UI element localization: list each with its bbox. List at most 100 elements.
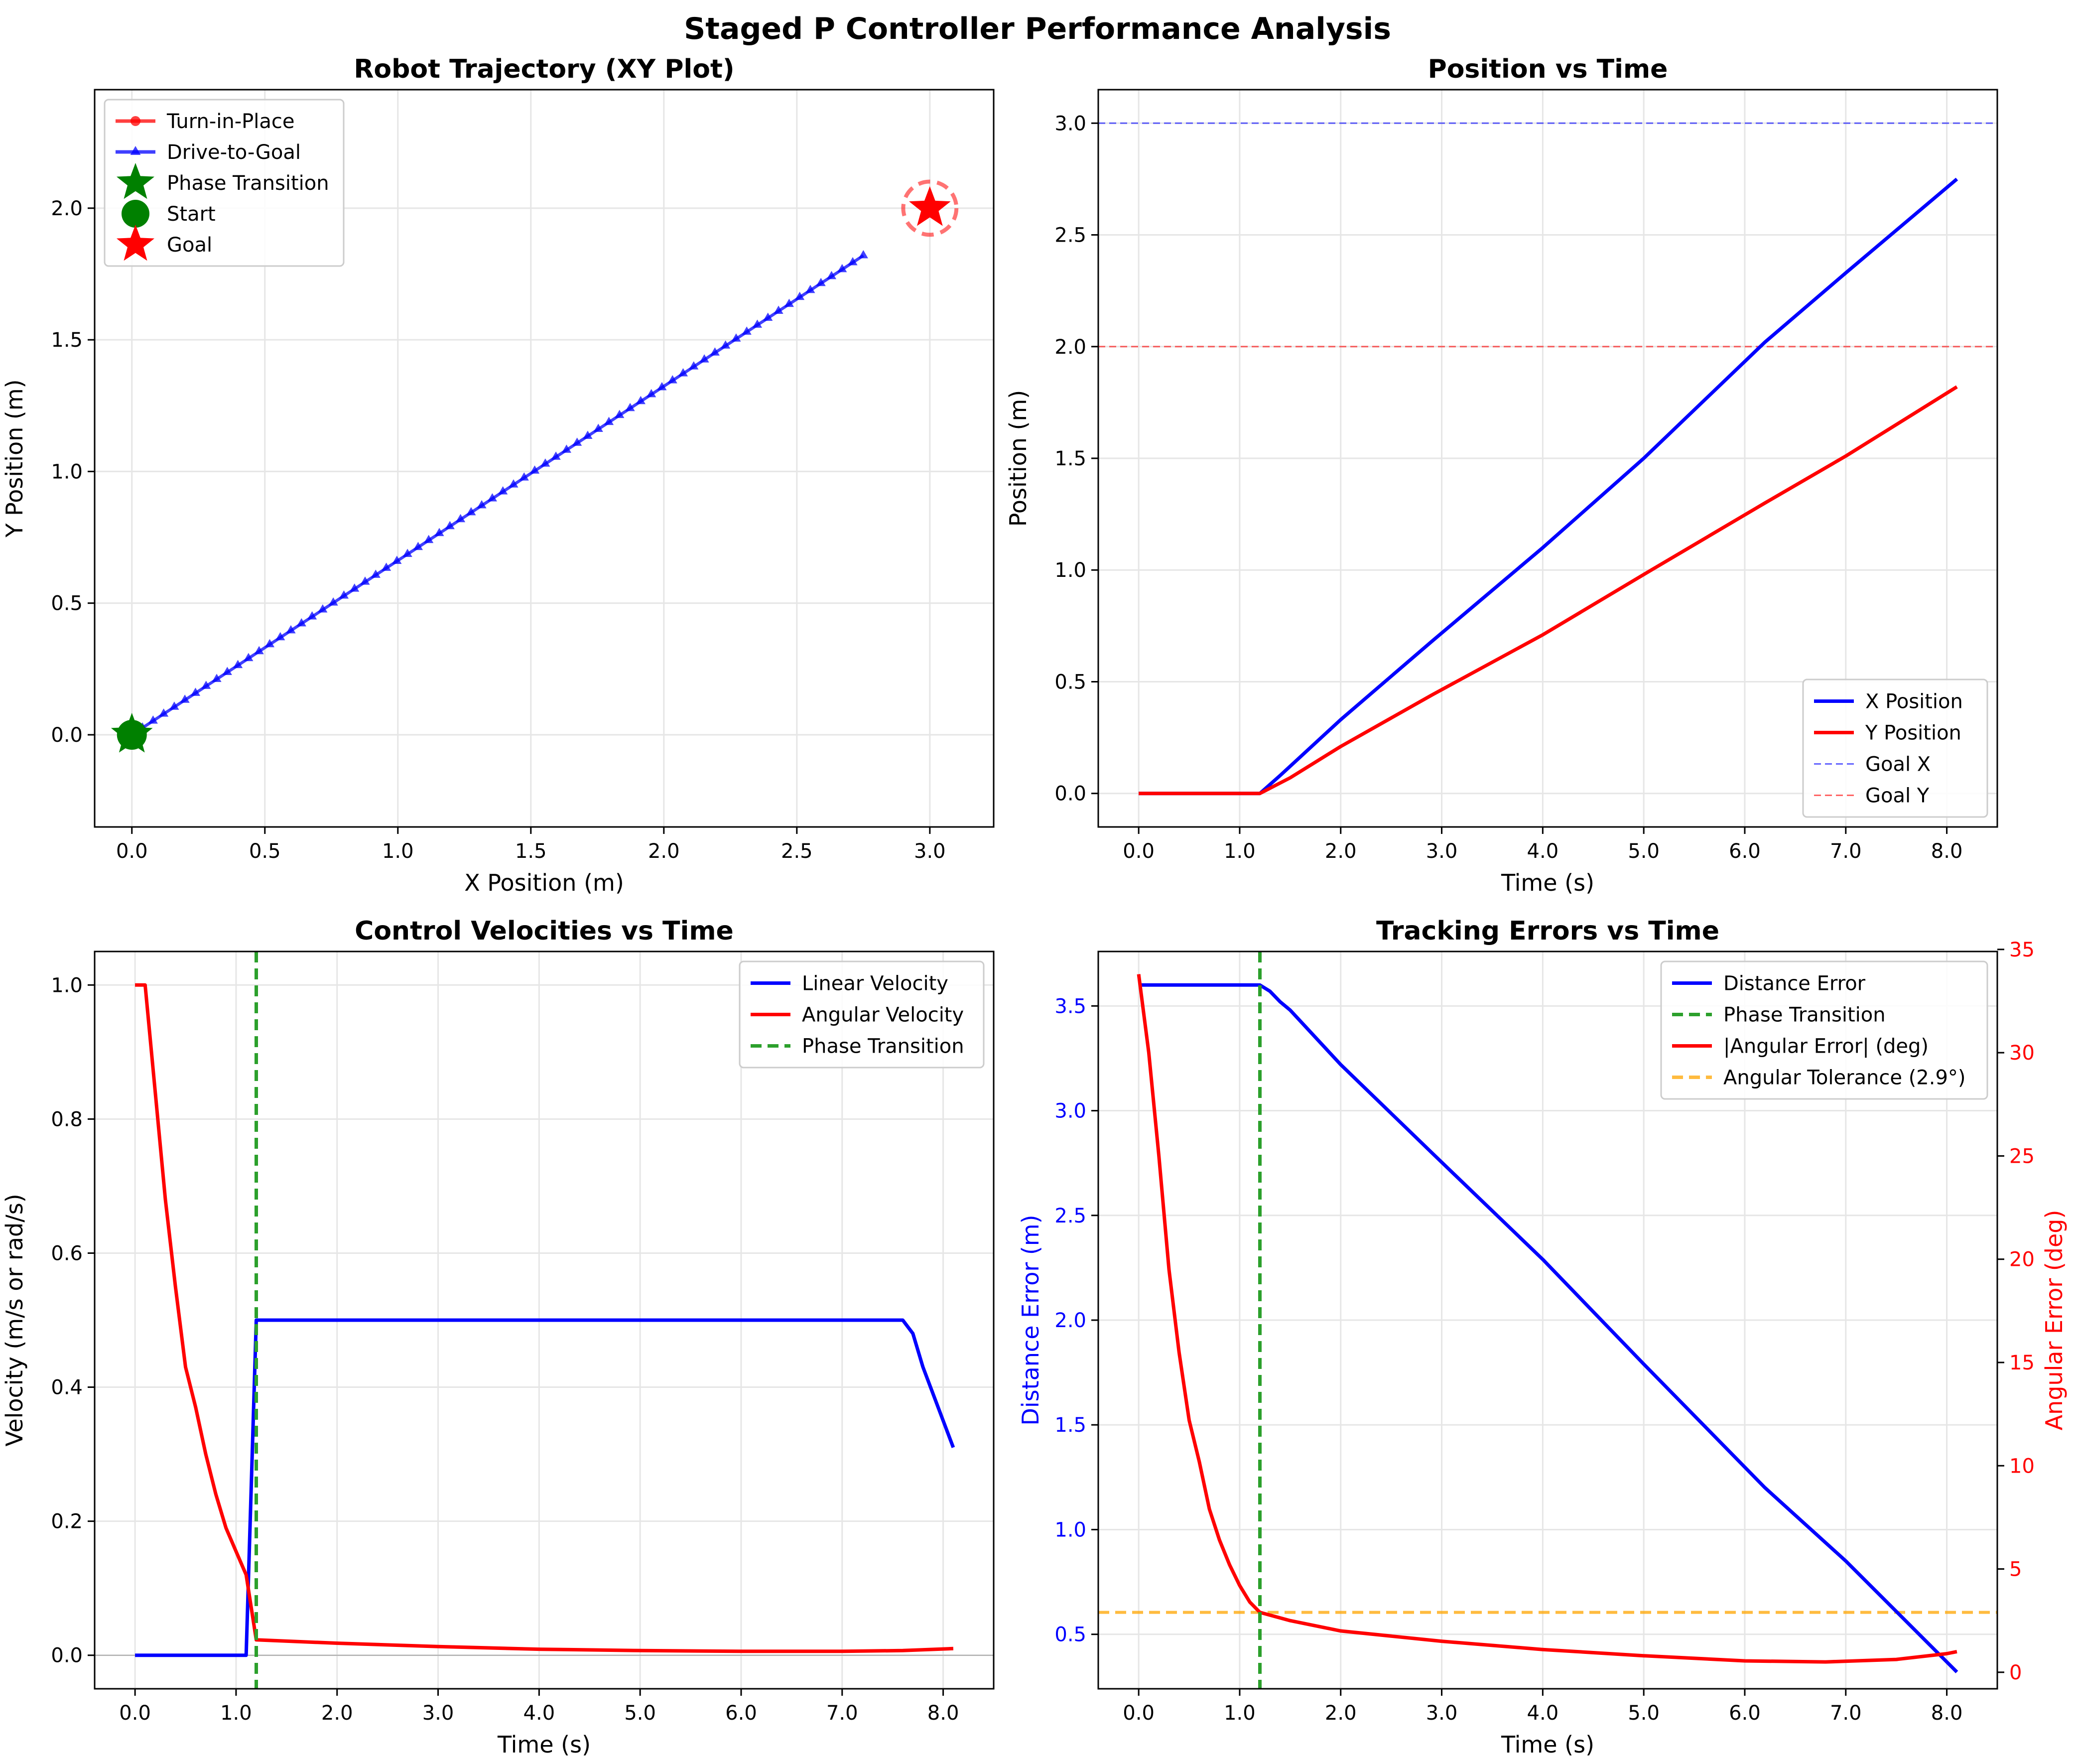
x-tick-label: 6.0	[725, 1702, 757, 1725]
drive-to-goal-marker	[519, 472, 529, 481]
legend: Distance Error Phase Transition |Angular E…	[1660, 960, 1988, 1100]
y-right-tick-label: 15	[2009, 1352, 2035, 1374]
drive-to-goal-marker	[572, 437, 582, 446]
x-tick-label: 6.0	[1729, 1702, 1761, 1725]
x-tick-label: 5.0	[624, 1702, 656, 1725]
y-axis-label-right: Angular Error (deg)	[2041, 1210, 2068, 1431]
y-right-tick-label: 30	[2009, 1042, 2035, 1065]
panel-title: Position vs Time	[1428, 54, 1668, 84]
drive-to-goal-marker	[148, 715, 158, 724]
legend-label: Angular Tolerance (2.9°)	[1723, 1067, 1966, 1089]
x-tick-label: 3.0	[422, 1702, 454, 1725]
drive-to-goal-marker	[381, 562, 391, 571]
x-axis-label: Time (s)	[497, 1731, 591, 1758]
goal-tolerance-circle	[901, 179, 959, 237]
legend-box	[104, 99, 345, 267]
y-tick-label: 1.0	[51, 460, 83, 483]
drive-to-goal-marker	[328, 597, 338, 606]
legend-label: Phase Transition	[167, 172, 329, 195]
x-tick-label: 8.0	[927, 1702, 959, 1725]
x-tick-label: 6.0	[1729, 840, 1761, 863]
drive-to-goal-marker	[307, 611, 317, 620]
x-tick-label: 8.0	[1931, 1702, 1963, 1725]
x-tick-label: 0.0	[116, 840, 148, 863]
x-tick-label: 7.0	[1830, 1702, 1862, 1725]
legend-marker	[116, 163, 155, 199]
y-axis-label: Position (m)	[1005, 390, 1032, 527]
x-tick-label: 7.0	[826, 1702, 858, 1725]
y-tick-label: 0.4	[51, 1376, 83, 1399]
drive-to-goal-marker	[540, 458, 550, 467]
drive-to-goal-marker	[180, 694, 190, 703]
drive-to-goal-marker	[593, 423, 603, 432]
drive-to-goal-marker	[498, 486, 508, 495]
x-tick-label: 1.0	[1224, 840, 1256, 863]
y-tick-label: 1.0	[1054, 559, 1086, 582]
drive-to-goal-marker	[466, 507, 476, 516]
y-tick-label: 3.5	[1054, 995, 1086, 1018]
y-tick-label: 2.5	[1054, 224, 1086, 247]
drive-to-goal-marker	[212, 674, 222, 682]
drive-to-goal-marker	[392, 555, 402, 564]
x-tick-label: 5.0	[1628, 840, 1660, 863]
y-right-tick-label: 0	[2009, 1661, 2022, 1684]
plot-area	[1098, 951, 1997, 1689]
drive-to-goal-marker	[689, 361, 699, 370]
legend-marker	[130, 146, 141, 155]
x-tick-label: 5.0	[1628, 1702, 1660, 1725]
axes-frame	[1097, 89, 1998, 828]
x-tick-label: 2.0	[321, 1702, 353, 1725]
y-tick-label: 0.2	[51, 1510, 83, 1533]
y-tick-label: 0.6	[51, 1242, 83, 1265]
y-tick-label: 1.0	[1054, 1518, 1086, 1541]
x-tick-label: 2.0	[648, 840, 680, 863]
y-tick-label: 2.0	[1054, 1309, 1086, 1332]
drive-to-goal-marker	[699, 354, 709, 363]
y-tick-label: 0.5	[51, 592, 83, 615]
drive-to-goal-marker	[434, 528, 444, 537]
x-tick-label: 2.0	[1325, 840, 1357, 863]
y-tick-label: 0.0	[51, 1644, 83, 1667]
drive-to-goal-marker	[350, 583, 360, 592]
drive-to-goal-marker	[657, 382, 667, 391]
series-line-linear-velocity	[135, 1318, 955, 1657]
drive-to-goal-marker	[763, 312, 773, 321]
legend-label: Goal Y	[1865, 785, 1930, 808]
y-axis-label: Velocity (m/s or rad/s)	[1, 1194, 28, 1446]
drive-to-goal-marker	[721, 340, 731, 349]
legend-label: Angular Velocity	[802, 1004, 964, 1027]
x-tick-label: 3.0	[1426, 840, 1458, 863]
drive-to-goal-marker	[318, 604, 328, 613]
drive-to-goal-marker	[275, 632, 285, 641]
y-tick-label: 2.5	[1054, 1205, 1086, 1227]
drive-to-goal-marker	[848, 257, 858, 266]
legend-label: Drive-to-Goal	[167, 141, 301, 164]
y-tick-label: 0.5	[1054, 671, 1086, 693]
y-right-tick-label: 5	[2009, 1558, 2022, 1581]
legend-label: Goal X	[1865, 753, 1931, 776]
legend-label: Distance Error	[1723, 972, 1866, 995]
legend-marker	[116, 225, 155, 261]
position-panel: 0.0 1.0 2.0 3.0 4.0 5.0 6.0 7.0 8.0 0.0 0.5 1.0 1.5 2…	[1005, 54, 1998, 896]
y-tick-label: 2.0	[51, 197, 83, 220]
drive-to-goal-marker	[296, 618, 306, 627]
plot-area	[95, 951, 994, 1689]
drive-to-goal-marker	[455, 514, 466, 523]
drive-to-goal-marker	[837, 264, 847, 272]
legend-box	[1802, 678, 1988, 818]
x-axis-label: Time (s)	[1501, 1731, 1594, 1758]
drive-to-goal-marker	[159, 708, 169, 717]
x-tick-label: 1.5	[515, 840, 547, 863]
legend-label: Linear Velocity	[802, 972, 948, 995]
drive-to-goal-marker	[222, 667, 232, 676]
drive-to-goal-marker	[604, 416, 614, 425]
y-tick-label: 0.0	[51, 724, 83, 747]
legend-label: Phase Transition	[1723, 1004, 1886, 1027]
drive-to-goal-marker	[264, 639, 275, 648]
x-tick-label: 1.0	[220, 1702, 252, 1725]
legend-box	[1660, 960, 1988, 1100]
drive-to-goal-marker	[583, 430, 593, 439]
x-tick-label: 0.0	[119, 1702, 151, 1725]
drive-to-goal-marker	[710, 347, 720, 356]
